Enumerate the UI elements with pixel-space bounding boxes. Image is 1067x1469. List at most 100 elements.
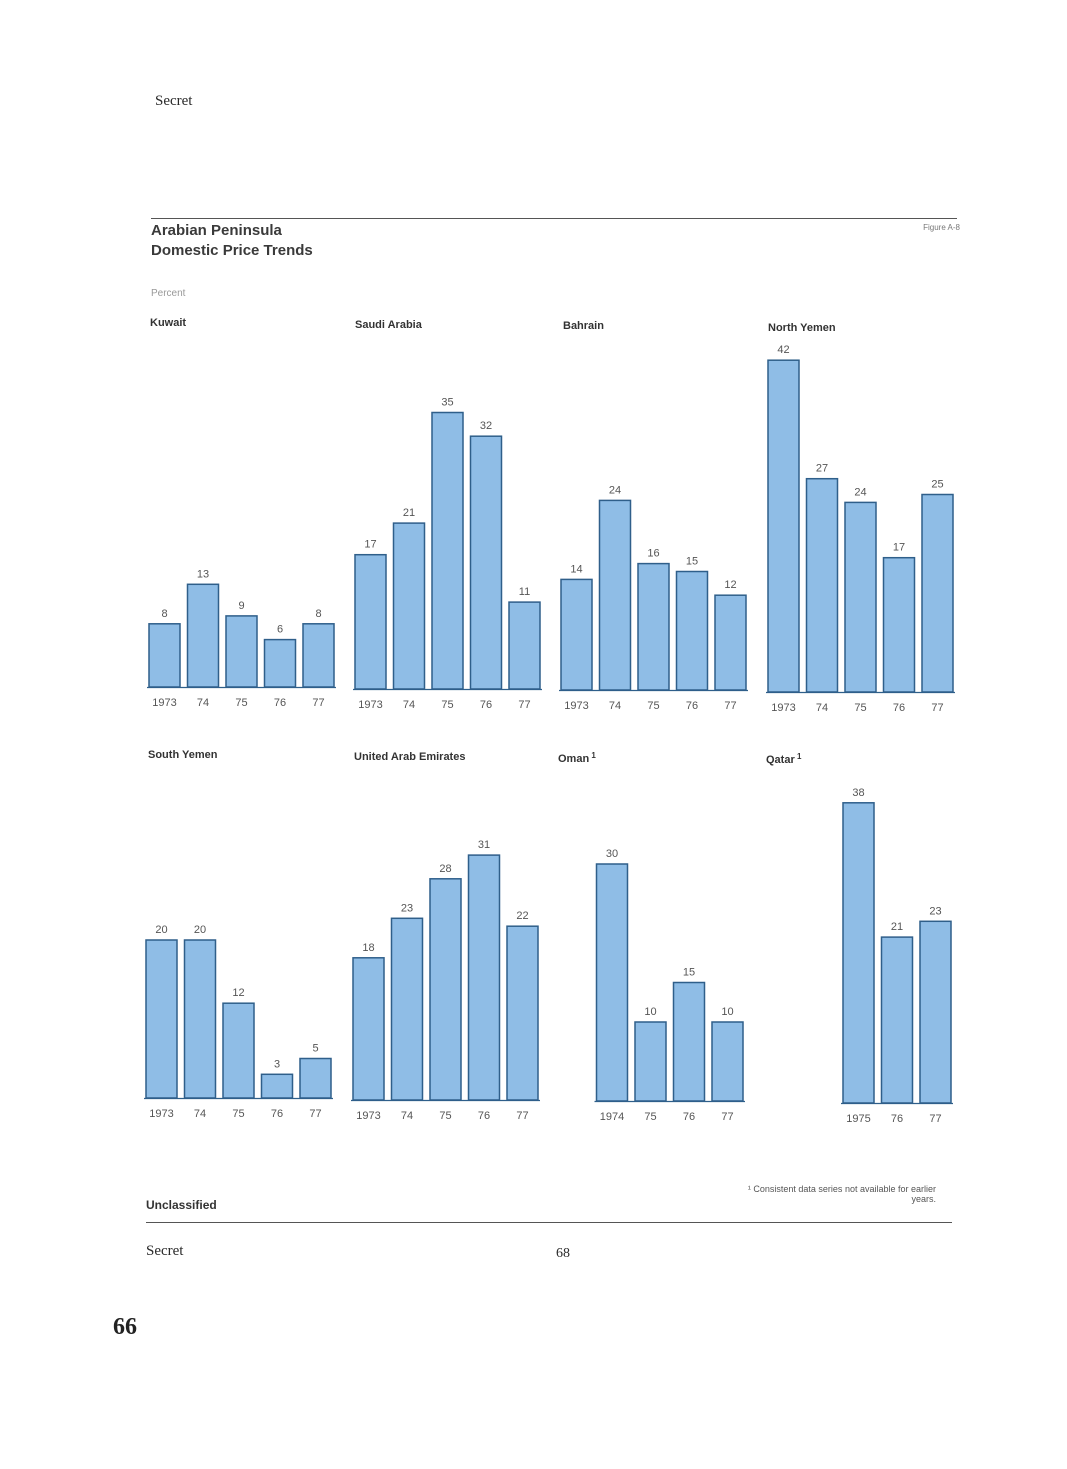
bar — [598, 499, 632, 691]
bar — [260, 1073, 294, 1099]
bar — [714, 594, 747, 691]
bar-value-label: 8 — [161, 608, 167, 620]
bar — [506, 925, 539, 1101]
x-tick-label: 77 — [721, 1111, 733, 1123]
bar — [299, 1057, 332, 1099]
bar — [431, 411, 464, 690]
panel-title: Kuwait — [150, 317, 186, 329]
bar — [844, 501, 877, 693]
bar — [842, 802, 875, 1104]
top-rule — [151, 218, 957, 219]
x-tick-label: 77 — [931, 702, 943, 714]
panel-title: South Yemen — [148, 749, 218, 761]
x-tick-label: 74 — [403, 699, 415, 711]
classification-top: Secret — [155, 93, 193, 109]
bar — [711, 1021, 744, 1102]
bar — [429, 878, 462, 1101]
bar-value-label: 16 — [647, 548, 659, 560]
bar — [634, 1021, 667, 1102]
bar — [222, 1002, 255, 1099]
classification-bottom: Secret — [146, 1243, 184, 1259]
bar — [302, 623, 335, 688]
bar-value-label: 13 — [197, 568, 209, 580]
figure-title-line1: Arabian Peninsula — [151, 222, 282, 239]
bar-value-label: 17 — [893, 542, 905, 554]
x-tick-label: 77 — [312, 697, 324, 709]
bar-value-label: 18 — [362, 942, 374, 954]
bar-value-label: 17 — [364, 539, 376, 551]
panel-title: Qatar 1 — [766, 752, 802, 766]
panel-title-text: Bahrain — [563, 320, 604, 332]
bar-value-label: 11 — [519, 586, 530, 598]
footnote-text: Consistent data series not available for… — [753, 1184, 936, 1204]
bar-value-label: 12 — [232, 987, 244, 999]
bar — [352, 957, 385, 1101]
panel-footnote-mark: 1 — [795, 752, 802, 761]
bar-value-label: 23 — [401, 902, 413, 914]
bar-value-label: 3 — [274, 1058, 280, 1070]
bar — [508, 601, 541, 690]
bar-value-label: 24 — [854, 486, 866, 498]
bar — [637, 562, 670, 691]
x-tick-label: 74 — [609, 700, 621, 712]
panel-title: Bahrain — [563, 320, 604, 332]
x-tick-label: 1973 — [356, 1110, 380, 1122]
x-tick-label: 76 — [891, 1113, 903, 1125]
x-tick-label: 76 — [478, 1110, 490, 1122]
bar-value-label: 9 — [238, 600, 244, 612]
bar — [225, 615, 258, 688]
bar — [145, 939, 178, 1099]
document-page-number: 66 — [113, 1314, 137, 1340]
bar-value-label: 10 — [721, 1006, 733, 1018]
x-tick-label: 75 — [232, 1108, 244, 1120]
x-tick-label: 74 — [816, 702, 828, 714]
bar-value-label: 15 — [686, 556, 698, 568]
bar-value-label: 42 — [777, 344, 789, 356]
bar-value-label: 27 — [816, 463, 828, 475]
bar-value-label: 23 — [929, 905, 941, 917]
x-tick-label: 77 — [309, 1108, 321, 1120]
bar-value-label: 5 — [312, 1043, 318, 1055]
figure-label: Figure A-8 — [923, 223, 960, 232]
bar — [467, 854, 501, 1101]
panel-title: Saudi Arabia — [355, 319, 423, 331]
bar-value-label: 25 — [931, 479, 943, 491]
panel-title-text: Qatar — [766, 754, 795, 766]
x-tick-label: 74 — [197, 697, 209, 709]
bar-value-label: 12 — [724, 579, 736, 591]
x-tick-label: 75 — [439, 1110, 451, 1122]
x-tick-label: 75 — [441, 699, 453, 711]
panel-title-text: United Arab Emirates — [354, 751, 465, 763]
bar-value-label: 10 — [644, 1006, 656, 1018]
x-tick-label: 76 — [271, 1108, 283, 1120]
bar — [469, 435, 503, 690]
bar-value-label: 8 — [315, 608, 321, 620]
bar-value-label: 20 — [155, 924, 167, 936]
x-tick-label: 74 — [401, 1110, 413, 1122]
bar-value-label: 21 — [891, 921, 903, 933]
x-tick-label: 77 — [929, 1113, 941, 1125]
bottom-rule — [146, 1222, 952, 1223]
footnote-mark: ¹ — [747, 1184, 754, 1194]
panel-title-text: South Yemen — [148, 749, 218, 761]
x-tick-label: 1973 — [771, 702, 795, 714]
bar — [263, 638, 297, 688]
page-number: 68 — [556, 1246, 570, 1261]
figure-title-line2: Domestic Price Trends — [151, 242, 313, 259]
x-tick-label: 75 — [647, 700, 659, 712]
panel-title: United Arab Emirates — [354, 751, 465, 763]
x-tick-label: 75 — [235, 697, 247, 709]
bar — [392, 522, 426, 690]
panel-title: Oman 1 — [558, 751, 596, 765]
x-tick-label: 1973 — [152, 697, 176, 709]
bar-value-label: 35 — [441, 397, 453, 409]
x-tick-label: 1974 — [600, 1111, 624, 1123]
bar — [675, 570, 709, 691]
bar — [805, 477, 839, 693]
x-tick-label: 1975 — [846, 1113, 870, 1125]
bar-value-label: 20 — [194, 924, 206, 936]
x-tick-label: 77 — [518, 699, 530, 711]
bar — [595, 863, 629, 1102]
x-tick-label: 75 — [644, 1111, 656, 1123]
